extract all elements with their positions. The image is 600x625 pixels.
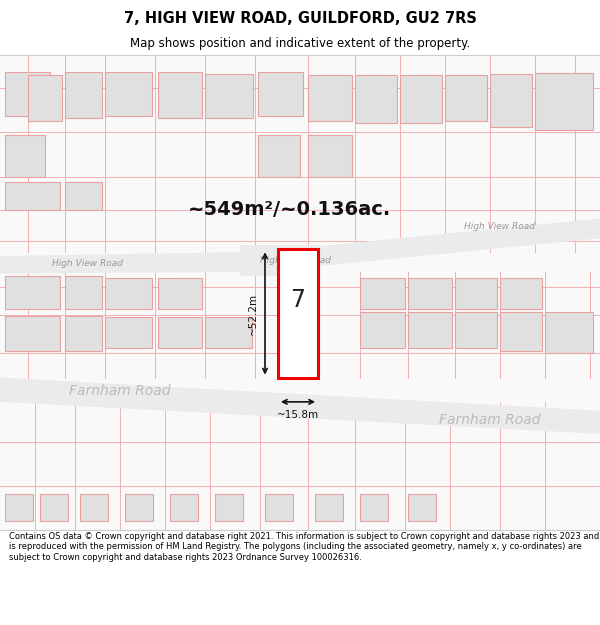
Polygon shape (105, 317, 152, 348)
Text: ~549m²/~0.136ac.: ~549m²/~0.136ac. (188, 200, 392, 219)
Text: Farnham Road: Farnham Road (439, 412, 541, 426)
Polygon shape (105, 72, 152, 116)
Polygon shape (5, 182, 60, 209)
Polygon shape (5, 276, 60, 309)
Text: High View Road: High View Road (53, 259, 124, 268)
Polygon shape (0, 252, 270, 274)
Text: High View Road: High View Road (260, 256, 331, 265)
Polygon shape (360, 278, 405, 309)
Polygon shape (125, 494, 153, 521)
Polygon shape (408, 278, 452, 309)
Polygon shape (400, 75, 442, 124)
Polygon shape (545, 312, 593, 353)
Text: High View Road: High View Road (464, 222, 536, 231)
Polygon shape (315, 494, 343, 521)
Polygon shape (278, 249, 318, 378)
Polygon shape (455, 312, 497, 348)
Polygon shape (158, 72, 202, 118)
Polygon shape (65, 316, 102, 351)
Polygon shape (355, 75, 397, 124)
Text: Map shows position and indicative extent of the property.: Map shows position and indicative extent… (130, 38, 470, 51)
Polygon shape (265, 494, 293, 521)
Polygon shape (455, 278, 497, 309)
Polygon shape (308, 134, 352, 176)
Polygon shape (65, 182, 102, 209)
Polygon shape (0, 55, 600, 530)
Polygon shape (205, 74, 253, 118)
Polygon shape (5, 72, 50, 116)
Polygon shape (5, 494, 33, 521)
Polygon shape (408, 494, 436, 521)
Polygon shape (258, 134, 300, 176)
Text: ~52.2m: ~52.2m (248, 292, 258, 334)
Polygon shape (308, 75, 352, 121)
Polygon shape (265, 219, 600, 271)
Text: ~15.8m: ~15.8m (277, 410, 319, 420)
Polygon shape (40, 494, 68, 521)
Polygon shape (5, 134, 45, 176)
Polygon shape (445, 75, 487, 121)
Polygon shape (205, 317, 252, 348)
Polygon shape (158, 317, 202, 348)
Polygon shape (360, 494, 388, 521)
Polygon shape (158, 278, 202, 309)
Text: Contains OS data © Crown copyright and database right 2021. This information is : Contains OS data © Crown copyright and d… (9, 532, 599, 562)
Polygon shape (500, 312, 542, 351)
Polygon shape (105, 278, 152, 309)
Polygon shape (65, 72, 102, 118)
Polygon shape (170, 494, 198, 521)
Polygon shape (65, 276, 102, 309)
Polygon shape (0, 378, 600, 434)
Polygon shape (258, 72, 303, 116)
Polygon shape (408, 312, 452, 348)
Polygon shape (535, 72, 593, 130)
Polygon shape (215, 494, 243, 521)
Text: 7: 7 (290, 288, 305, 312)
Text: 7, HIGH VIEW ROAD, GUILDFORD, GU2 7RS: 7, HIGH VIEW ROAD, GUILDFORD, GU2 7RS (124, 11, 476, 26)
Polygon shape (80, 494, 108, 521)
Polygon shape (240, 245, 320, 276)
Polygon shape (360, 312, 405, 348)
Text: Farnham Road: Farnham Road (69, 384, 171, 398)
Polygon shape (500, 278, 542, 309)
Polygon shape (5, 316, 60, 351)
Polygon shape (28, 75, 62, 121)
Polygon shape (490, 74, 532, 127)
